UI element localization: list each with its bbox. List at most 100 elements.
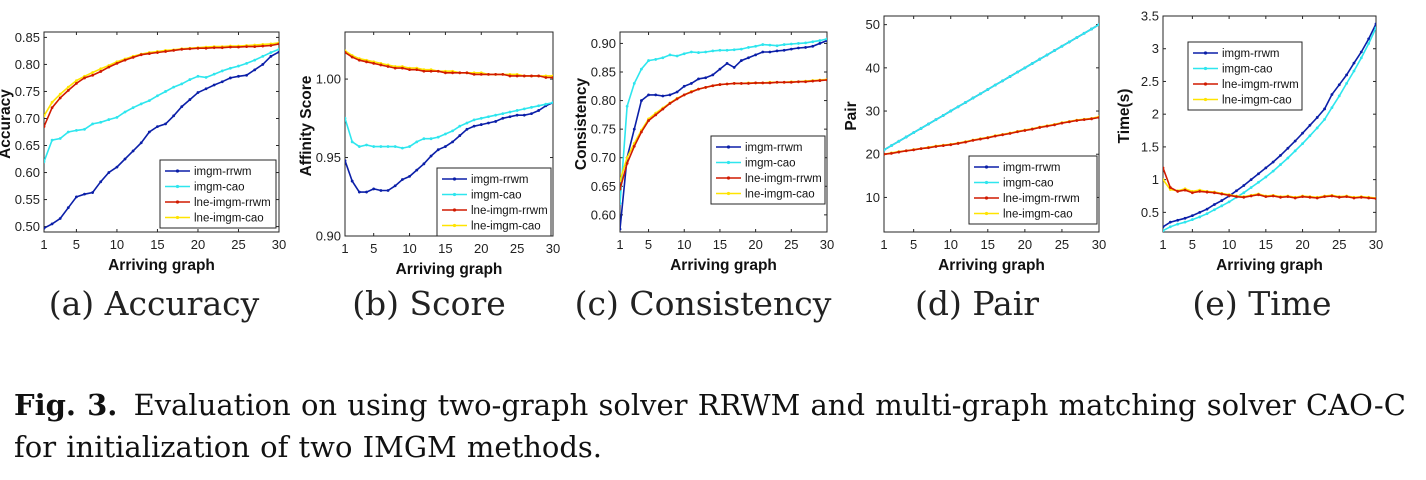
series-point-lne-imgm-rrwm (1220, 192, 1224, 196)
series-point-imgm-rrwm (1213, 203, 1216, 206)
series-point-lne-imgm-rrwm (1075, 119, 1079, 122)
x-tick-label: 5 (910, 237, 917, 252)
series-point-lne-imgm-rrwm (768, 81, 772, 85)
series-point-imgm-cao (1176, 222, 1180, 226)
y-tick-label: 0.75 (15, 84, 40, 99)
series-point-imgm-rrwm (1330, 93, 1334, 96)
x-tick-label: 15 (981, 237, 995, 252)
x-tick-label: 5 (370, 241, 377, 256)
series-point-lne-imgm-rrwm (682, 93, 686, 97)
legend-marker-imgm-rrwm (452, 177, 457, 181)
x-tick-label: 1 (616, 237, 623, 252)
y-tick-label: 2 (1152, 107, 1159, 122)
series-point-imgm-rrwm (393, 184, 397, 188)
series-point-imgm-cao (884, 148, 886, 152)
series-point-imgm-cao (964, 101, 967, 104)
legend-marker-lne-imgm-rrwm (984, 196, 989, 200)
series-point-lne-imgm-rrwm (1235, 195, 1238, 199)
series-point-lne-imgm-rrwm (277, 42, 279, 46)
series-point-imgm-cao (551, 101, 553, 105)
series-point-imgm-rrwm (269, 54, 273, 58)
series-point-imgm-cao (1213, 208, 1216, 212)
series-point-imgm-cao (1023, 66, 1027, 70)
series-point-imgm-rrwm (386, 189, 390, 192)
series-point-imgm-cao (393, 145, 397, 148)
series-point-imgm-rrwm (1315, 116, 1319, 119)
legend-box (1187, 41, 1303, 111)
series-point-imgm-cao (83, 127, 86, 131)
legend-label-imgm-rrwm: imgm-rrwm (194, 166, 251, 178)
series-point-imgm-cao (107, 118, 111, 121)
y-tick-label: 2.5 (1141, 74, 1159, 89)
y-tick-label: 1.5 (1141, 139, 1159, 154)
series-point-lne-imgm-rrwm (1227, 193, 1231, 197)
series-point-imgm-cao (818, 39, 822, 42)
x-tick-label: 30 (1092, 237, 1106, 252)
y-axis-label: Pair (843, 101, 860, 130)
series-point-imgm-rrwm (775, 49, 779, 53)
x-axis-label: Arriving graph (108, 257, 215, 274)
series-point-imgm-rrwm (704, 76, 708, 80)
series-point-lne-imgm-rrwm (964, 140, 967, 144)
x-tick-label: 15 (1259, 237, 1273, 252)
series-point-imgm-cao (508, 110, 512, 114)
series-point-lne-imgm-cao (75, 79, 78, 83)
series-point-imgm-rrwm (156, 125, 159, 128)
legend-label-imgm-rrwm: imgm-rrwm (1222, 48, 1279, 60)
series-point-lne-imgm-rrwm (1097, 116, 1099, 119)
series-point-imgm-cao (768, 43, 772, 47)
series-point-imgm-rrwm (123, 157, 127, 161)
series-point-imgm-cao (465, 121, 469, 125)
series-point-imgm-cao (494, 113, 498, 117)
series-point-imgm-cao (537, 104, 541, 108)
series-point-lne-imgm-rrwm (261, 44, 265, 48)
legend-marker-imgm-cao (452, 192, 457, 197)
series-point-imgm-cao (927, 122, 930, 126)
legend: imgm-rrwm imgm-cao lne-imgm-rrwm lne-imgm-c… (968, 155, 1098, 225)
series-point-imgm-cao (472, 118, 476, 122)
series-point-lne-imgm-rrwm (422, 69, 426, 73)
series-point-imgm-rrwm (818, 42, 822, 45)
series-point-imgm-cao (725, 48, 729, 52)
series-point-imgm-cao (487, 115, 490, 119)
y-axis-label: Accuracy (0, 89, 14, 159)
series-point-imgm-rrwm (711, 73, 715, 77)
series-point-imgm-cao (668, 53, 672, 57)
y-tick-label: 30 (866, 104, 880, 119)
series-point-lne-imgm-rrwm (147, 52, 151, 56)
subcaption-c: (c) Consistency (574, 284, 832, 323)
series-point-lne-imgm-rrwm (501, 72, 505, 76)
legend-label-lne-imgm-rrwm: lne-imgm-rrwm (745, 173, 822, 185)
series-point-lne-imgm-rrwm (172, 48, 176, 52)
series-point-lne-imgm-cao (625, 156, 629, 160)
series-point-imgm-rrwm (172, 114, 176, 118)
series-point-lne-imgm-rrwm (1205, 190, 1209, 194)
series-point-imgm-cao (422, 137, 426, 141)
legend-marker-lne-imgm-cao (726, 191, 731, 196)
series-point-lne-imgm-rrwm (993, 134, 997, 138)
series-point-lne-imgm-rrwm (1264, 195, 1268, 199)
series-point-imgm-cao (1045, 53, 1049, 57)
series-point-lne-imgm-cao (50, 100, 54, 104)
series-point-lne-imgm-rrwm (139, 53, 143, 57)
series-point-imgm-rrwm (1183, 216, 1187, 220)
series-point-imgm-rrwm (1345, 73, 1349, 77)
legend-marker-imgm-cao (1203, 66, 1208, 71)
series-group (345, 49, 553, 194)
series-point-lne-imgm-rrwm (204, 46, 208, 50)
series-point-lne-imgm-rrwm (789, 80, 793, 84)
series-point-imgm-cao (196, 74, 200, 78)
series-point-imgm-cao (1242, 191, 1246, 195)
series-point-imgm-cao (237, 64, 240, 68)
y-tick-label: 0.75 (591, 122, 616, 137)
series-point-lne-imgm-rrwm (1090, 117, 1093, 121)
series-point-imgm-cao (682, 52, 686, 56)
legend-label-lne-imgm-rrwm: lne-imgm-rrwm (194, 197, 271, 209)
series-point-imgm-rrwm (1286, 146, 1290, 150)
series-point-imgm-rrwm (811, 44, 815, 48)
series-point-lne-imgm-rrwm (107, 65, 111, 69)
series-point-imgm-cao (429, 137, 433, 141)
x-tick-label: 5 (1189, 237, 1196, 252)
series-point-imgm-cao (180, 82, 184, 86)
series-point-imgm-cao (253, 58, 257, 62)
